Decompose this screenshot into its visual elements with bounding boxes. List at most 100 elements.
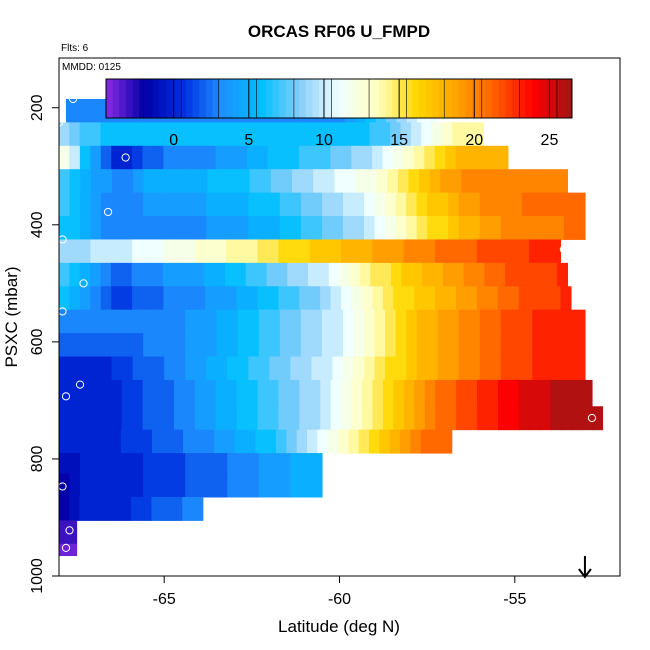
heatmap-cell [175, 169, 187, 194]
heatmap-cell [302, 169, 314, 194]
colorbar-swatch [552, 79, 560, 118]
heatmap-cell [542, 356, 554, 381]
heatmap-cell [330, 379, 342, 407]
heatmap-cell [456, 379, 468, 407]
heatmap-cell [185, 309, 197, 334]
heatmap-cell [195, 356, 207, 381]
heatmap-cell [59, 216, 71, 240]
heatmap-cell [500, 309, 512, 334]
heatmap-cell [297, 122, 308, 147]
heatmap-cell [215, 145, 227, 170]
heatmap-cell [508, 286, 520, 311]
heatmap-cell [341, 406, 353, 431]
heatmap-cell [300, 473, 313, 498]
heatmap-cells [59, 98, 604, 557]
y-axis-label: PSXC (mbar) [2, 266, 21, 367]
heatmap-cell [122, 192, 134, 217]
heatmap-cell [308, 262, 319, 287]
heatmap-cell [296, 429, 308, 454]
heatmap-cell [185, 356, 197, 381]
heatmap-cell [132, 453, 144, 475]
heatmap-cell [313, 169, 325, 194]
heatmap-cell [435, 286, 447, 311]
heatmap-cell [500, 192, 512, 217]
heatmap-cell [173, 239, 185, 264]
heatmap-cell [557, 262, 569, 287]
heatmap-cell [525, 262, 537, 287]
heatmap-cell [216, 356, 228, 381]
heatmap-cell [131, 429, 143, 454]
heatmap-cell [321, 356, 334, 381]
heatmap-cell [69, 192, 81, 217]
heatmap-cell [69, 379, 81, 407]
heatmap-cell [319, 145, 331, 170]
heatmap-cell [141, 122, 153, 147]
heatmap-cell [278, 145, 290, 170]
heatmap-cell [257, 286, 269, 311]
heatmap-cell [270, 169, 283, 194]
colorbar-swatch [259, 79, 267, 118]
heatmap-cell [299, 286, 311, 311]
heatmap-cell [203, 429, 215, 454]
colorbar-swatch [372, 79, 380, 118]
heatmap-cell [372, 145, 384, 170]
y-tick-label: 800 [29, 445, 46, 472]
heatmap-cell [236, 286, 248, 311]
heatmap-cell [592, 406, 604, 431]
heatmap-cell [427, 333, 439, 358]
colorbar-swatch [272, 79, 280, 118]
heatmap-cell [309, 286, 321, 311]
colorbar-tick-label: 10 [315, 132, 333, 149]
heatmap-cell [122, 356, 134, 381]
heatmap-cell [279, 309, 292, 334]
heatmap-cell [224, 429, 236, 454]
heatmap-cell [403, 239, 415, 264]
heatmap-cell [503, 169, 516, 194]
heatmap-cell [487, 406, 499, 431]
heatmap-cell [441, 429, 453, 454]
colorbar-swatch [179, 79, 187, 118]
heatmap-cell [321, 192, 334, 217]
heatmap-cell [248, 356, 260, 381]
heatmap-cell [193, 429, 205, 454]
heatmap-cell [122, 473, 134, 498]
heatmap-cell [192, 496, 204, 521]
heatmap-cell [469, 192, 481, 217]
colorbar-swatch [452, 79, 460, 118]
colorbar-swatch [478, 79, 486, 118]
heatmap-cell [437, 309, 449, 334]
heatmap-cell [237, 333, 249, 358]
heatmap-cell [359, 122, 371, 147]
colorbar-swatch [245, 79, 253, 118]
sample-marker [65, 526, 74, 535]
heatmap-cell [486, 145, 498, 170]
heatmap-cell [227, 309, 239, 334]
heatmap-cell [245, 122, 257, 147]
colorbar-swatch [152, 79, 160, 118]
heatmap-cell [206, 453, 218, 475]
heatmap-cell [174, 192, 186, 217]
heatmap-cell [379, 429, 391, 454]
heatmap-cell [553, 333, 565, 358]
colorbar-swatch [358, 79, 367, 118]
heatmap-cell [343, 333, 355, 358]
heatmap-cell [59, 356, 71, 381]
heatmap-cell [437, 216, 449, 240]
heatmap-cell [153, 286, 165, 311]
heatmap-cell [521, 192, 533, 217]
heatmap-cell [80, 169, 92, 194]
heatmap-cell [390, 122, 402, 147]
heatmap-cell [343, 192, 355, 217]
heatmap-cell [317, 122, 329, 147]
heatmap-cell [550, 406, 562, 431]
heatmap-cell [216, 453, 228, 475]
heatmap-cell [258, 473, 270, 498]
heatmap-cell [361, 239, 373, 264]
heatmap-cell [279, 333, 292, 358]
heatmap-cell [416, 192, 428, 217]
heatmap-cell [571, 406, 583, 431]
heatmap-cell [239, 169, 251, 194]
heatmap-cell [416, 309, 428, 334]
heatmap-cell [278, 406, 290, 431]
heatmap-cell [550, 379, 562, 407]
